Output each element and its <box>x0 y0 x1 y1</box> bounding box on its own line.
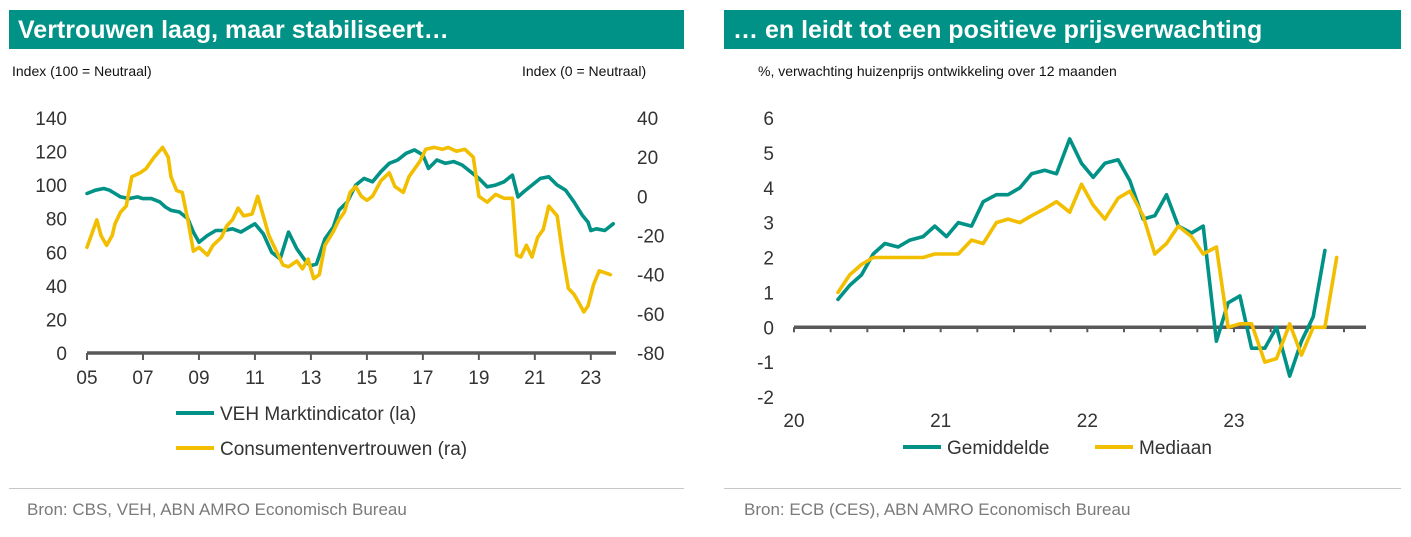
left-chart-plot: 0 20 40 60 80 100 120 140 -80 -60 -40 -20 0 20 40 05 07 0… <box>35 109 664 460</box>
left-y-tick-label: 120 <box>35 143 67 164</box>
right-y-tick-label: -20 <box>637 227 664 248</box>
y-tick-label: 4 <box>763 179 774 200</box>
x-tick-label: 23 <box>580 368 601 389</box>
y-tick-label: -2 <box>757 388 774 409</box>
y-tick-label: 3 <box>763 214 774 235</box>
right-y-tick-label: 20 <box>637 148 658 169</box>
y-tick-label: 5 <box>763 144 774 165</box>
left-axis-caption: Index (100 = Neutraal) <box>12 63 152 79</box>
right-source-note: Bron: ECB (CES), ABN AMRO Economisch Bur… <box>744 500 1131 519</box>
x-tick-label: 13 <box>300 368 321 389</box>
x-tick-label: 11 <box>245 368 265 389</box>
right-y-tick-label: -40 <box>637 266 664 287</box>
left-y-tick-label: 20 <box>46 310 67 331</box>
y-tick-label: 1 <box>763 283 774 304</box>
y-tick-label: 0 <box>763 318 774 339</box>
x-tick-label: 07 <box>132 368 153 389</box>
right-y-tick-label: 40 <box>637 109 658 130</box>
legend-label: Mediaan <box>1139 438 1212 459</box>
series-line-mediaan <box>836 182 1339 364</box>
right-y-tick-label: 0 <box>637 187 648 208</box>
x-tick-label: 05 <box>76 368 97 389</box>
right-chart-title: … en leidt tot een positieve prijsverwac… <box>724 10 1401 49</box>
left-divider <box>9 488 684 489</box>
right-y-tick-label: -60 <box>637 305 664 326</box>
y-tick-label: 6 <box>763 109 774 130</box>
x-tick-label: 09 <box>188 368 209 389</box>
x-tick-label: 15 <box>356 368 377 389</box>
right-chart-panel: … en leidt tot een positieve prijsverwac… <box>714 0 1411 537</box>
y-tick-label: 2 <box>763 249 774 270</box>
y-tick-label: -1 <box>757 353 774 374</box>
x-tick-label: 20 <box>783 411 804 432</box>
left-chart-title: Vertrouwen laag, maar stabiliseert… <box>9 10 684 49</box>
legend-label: VEH Marktindicator (la) <box>220 404 416 425</box>
left-y-tick-label: 40 <box>46 277 67 298</box>
right-y-tick-label: -80 <box>637 344 664 365</box>
left-y-tick-label: 60 <box>46 243 67 264</box>
series-line-veh-marktindicator <box>85 148 615 268</box>
legend-label: Consumentenvertrouwen (ra) <box>220 439 467 460</box>
series-line-consumentenvertrouwen <box>85 145 613 314</box>
left-y-tick-label: 80 <box>46 210 67 231</box>
x-tick-label: 19 <box>468 368 489 389</box>
x-tick-label: 21 <box>524 368 545 389</box>
x-tick-label: 21 <box>930 411 951 432</box>
x-tick-label: 22 <box>1077 411 1098 432</box>
right-axis-caption: Index (0 = Neutraal) <box>522 63 647 79</box>
right-divider <box>724 488 1401 489</box>
legend-label: Gemiddelde <box>947 438 1049 459</box>
left-chart-panel: Vertrouwen laag, maar stabiliseert… Inde… <box>0 0 700 537</box>
left-source-note: Bron: CBS, VEH, ABN AMRO Economisch Bure… <box>27 500 407 519</box>
left-y-tick-label: 0 <box>56 344 67 365</box>
left-y-tick-label: 100 <box>35 176 67 197</box>
x-tick-label: 17 <box>412 368 433 389</box>
left-y-tick-label: 140 <box>35 109 67 130</box>
x-tick-label: 23 <box>1223 411 1244 432</box>
series-line-gemiddelde <box>836 137 1327 378</box>
right-chart-caption: %, verwachting huizenprijs ontwikkeling … <box>758 63 1117 79</box>
